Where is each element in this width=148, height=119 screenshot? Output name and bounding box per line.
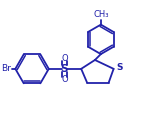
- Text: Br: Br: [1, 64, 11, 73]
- Text: S: S: [117, 63, 123, 72]
- Text: CH₃: CH₃: [93, 10, 109, 19]
- Text: S: S: [61, 64, 68, 74]
- Text: O: O: [61, 54, 68, 62]
- Text: O: O: [61, 75, 68, 84]
